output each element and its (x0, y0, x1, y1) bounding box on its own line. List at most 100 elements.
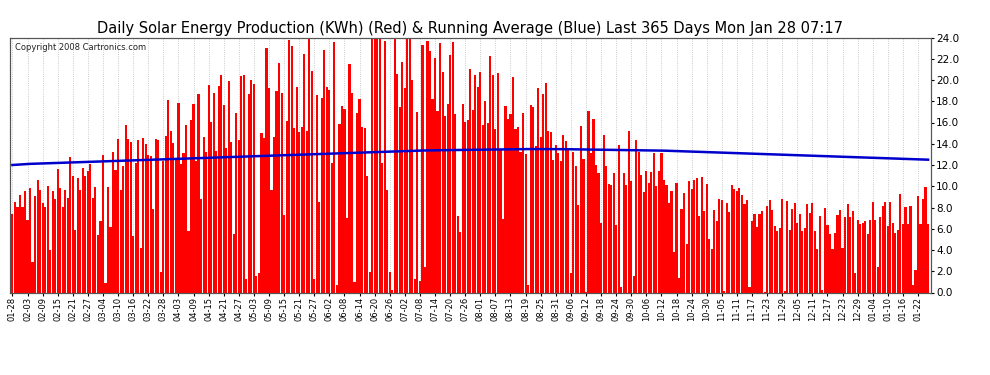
Bar (29, 188, 31, 292)
Bar (469, 69, 471, 292)
Bar (854, 273, 856, 292)
Bar (620, 287, 623, 292)
Bar (87, 171, 89, 292)
Bar (829, 234, 831, 292)
Bar (842, 248, 843, 292)
Bar (751, 220, 753, 292)
Bar (368, 272, 370, 292)
Bar (195, 161, 197, 292)
Bar (557, 153, 559, 292)
Bar (532, 107, 535, 292)
Bar (278, 63, 280, 292)
Bar (187, 231, 189, 292)
Bar (827, 225, 829, 292)
Bar (427, 41, 429, 292)
Bar (117, 140, 119, 292)
Bar (394, 39, 396, 292)
Bar (824, 207, 826, 292)
Bar (580, 126, 582, 292)
Bar (874, 220, 876, 292)
Bar (449, 55, 451, 292)
Bar (871, 202, 874, 292)
Bar (628, 131, 630, 292)
Bar (766, 206, 768, 292)
Bar (218, 86, 220, 292)
Bar (781, 200, 783, 292)
Bar (502, 219, 504, 292)
Bar (273, 137, 275, 292)
Bar (822, 290, 824, 292)
Bar (99, 221, 102, 292)
Bar (489, 57, 491, 292)
Bar (424, 267, 426, 292)
Bar (618, 145, 620, 292)
Bar (834, 232, 837, 292)
Bar (59, 188, 61, 292)
Bar (459, 232, 461, 292)
Bar (255, 276, 257, 292)
Bar (832, 249, 834, 292)
Bar (794, 203, 796, 292)
Bar (668, 202, 670, 292)
Bar (399, 107, 401, 292)
Bar (811, 202, 814, 292)
Bar (442, 72, 444, 292)
Bar (920, 224, 922, 292)
Bar (892, 223, 894, 292)
Bar (758, 214, 760, 292)
Bar (778, 228, 781, 292)
Bar (27, 220, 29, 292)
Bar (326, 87, 328, 292)
Bar (645, 171, 647, 292)
Text: Copyright 2008 Cartronics.com: Copyright 2008 Cartronics.com (15, 43, 146, 52)
Bar (851, 211, 853, 292)
Bar (899, 194, 902, 292)
Bar (877, 267, 879, 292)
Bar (115, 170, 117, 292)
Bar (817, 249, 819, 292)
Bar (192, 104, 195, 292)
Bar (246, 279, 248, 292)
Bar (869, 219, 871, 292)
Bar (373, 38, 376, 292)
Bar (210, 122, 212, 292)
Bar (471, 110, 474, 292)
Bar (897, 230, 899, 292)
Bar (344, 109, 346, 292)
Bar (417, 112, 419, 292)
Bar (170, 130, 172, 292)
Bar (912, 285, 914, 292)
Bar (791, 209, 793, 292)
Bar (494, 129, 496, 292)
Bar (318, 202, 321, 292)
Bar (127, 139, 130, 292)
Bar (145, 144, 147, 292)
Bar (517, 126, 519, 292)
Bar (736, 191, 738, 292)
Bar (47, 186, 49, 292)
Bar (743, 204, 745, 292)
Bar (386, 190, 388, 292)
Bar (670, 191, 672, 292)
Bar (745, 200, 748, 292)
Bar (437, 111, 439, 292)
Bar (846, 204, 848, 292)
Bar (341, 106, 343, 292)
Bar (268, 87, 270, 292)
Bar (149, 156, 151, 292)
Bar (215, 151, 217, 292)
Bar (54, 199, 56, 292)
Bar (213, 93, 215, 292)
Bar (641, 174, 643, 292)
Bar (525, 154, 527, 292)
Bar (849, 217, 851, 292)
Bar (177, 103, 179, 292)
Bar (82, 168, 84, 292)
Bar (446, 104, 448, 292)
Title: Daily Solar Energy Production (KWh) (Red) & Running Average (Blue) Last 365 Days: Daily Solar Energy Production (KWh) (Red… (97, 21, 843, 36)
Bar (814, 231, 816, 292)
Bar (296, 87, 298, 292)
Bar (454, 114, 456, 292)
Bar (484, 101, 486, 292)
Bar (761, 211, 763, 292)
